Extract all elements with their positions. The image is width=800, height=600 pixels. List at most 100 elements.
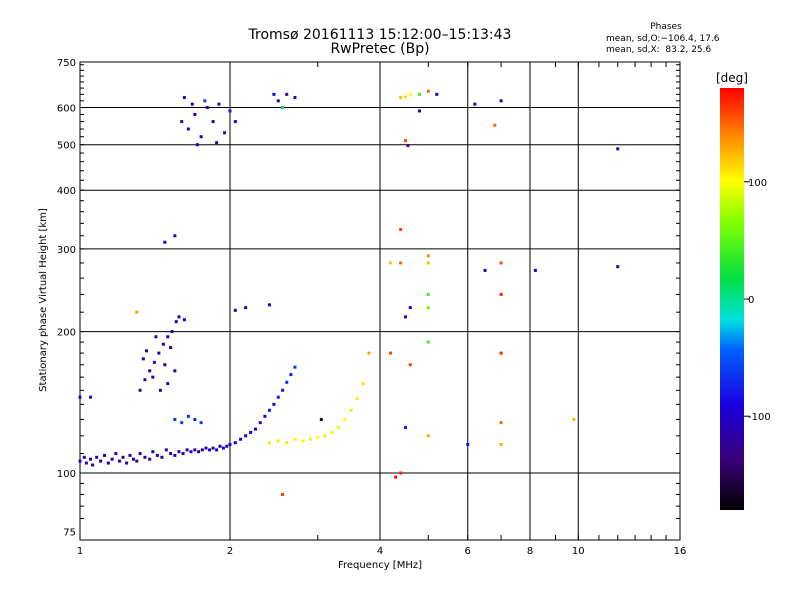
data-point xyxy=(217,102,221,106)
data-point xyxy=(272,92,276,96)
data-point xyxy=(408,306,412,310)
data-point xyxy=(406,144,410,148)
data-point xyxy=(316,436,320,440)
data-point xyxy=(281,492,285,496)
data-point xyxy=(394,475,398,479)
data-point xyxy=(173,234,177,238)
data-point xyxy=(205,106,209,110)
y-tick-label: 300 xyxy=(57,245,76,256)
x-tick-label: 4 xyxy=(377,546,383,557)
data-point xyxy=(78,459,82,463)
data-point xyxy=(180,421,184,425)
data-point xyxy=(106,461,110,465)
data-point xyxy=(336,425,340,429)
data-point xyxy=(285,92,289,96)
data-point xyxy=(110,457,114,461)
data-point xyxy=(408,363,412,367)
data-point xyxy=(169,452,173,456)
data-point xyxy=(289,373,293,377)
colorbar-label: [deg] xyxy=(716,71,748,85)
data-point xyxy=(403,95,407,99)
data-point xyxy=(143,378,147,382)
data-point xyxy=(244,306,248,310)
data-point xyxy=(103,453,107,457)
data-point xyxy=(166,382,170,386)
data-point xyxy=(211,120,215,124)
data-point xyxy=(285,441,289,445)
data-point xyxy=(169,346,173,350)
data-point xyxy=(435,92,439,96)
colorbar-tick-label: 0 xyxy=(748,295,754,306)
x-tick-label: 6 xyxy=(465,546,471,557)
data-point xyxy=(89,395,93,399)
data-point xyxy=(215,448,219,452)
data-point xyxy=(186,127,190,131)
data-point xyxy=(249,430,253,434)
x-axis-label: Frequency [MHz] xyxy=(338,560,422,571)
data-point xyxy=(193,112,197,116)
data-point xyxy=(135,459,139,463)
data-point xyxy=(389,261,393,265)
data-point xyxy=(399,471,403,475)
y-tick-label: 750 xyxy=(57,58,76,69)
data-point xyxy=(426,254,430,258)
data-point xyxy=(138,452,142,456)
y-tick-label: 100 xyxy=(57,469,76,480)
data-point xyxy=(281,106,285,110)
data-point xyxy=(466,442,470,446)
x-tick-label: 8 xyxy=(527,546,533,557)
chart-title-line1: Tromsø 20161113 15:12:00–15:13:43 xyxy=(248,27,512,43)
data-point xyxy=(276,439,280,443)
data-point xyxy=(186,414,190,418)
data-point xyxy=(185,448,189,452)
data-point xyxy=(308,437,312,441)
data-point xyxy=(197,450,201,454)
data-point xyxy=(276,99,280,103)
data-point xyxy=(499,421,503,425)
data-point xyxy=(244,434,248,438)
data-point xyxy=(91,463,95,467)
data-point xyxy=(483,268,487,272)
data-point xyxy=(499,99,503,103)
data-point xyxy=(128,453,132,457)
data-point xyxy=(499,292,503,296)
data-point xyxy=(228,442,232,446)
data-point xyxy=(330,430,334,434)
data-point xyxy=(211,446,215,450)
colorbar-tick-label: -100 xyxy=(748,412,771,423)
data-point xyxy=(117,459,121,463)
x-tick-label: 16 xyxy=(674,546,687,557)
data-point xyxy=(408,92,412,96)
data-point xyxy=(293,365,297,369)
data-point xyxy=(78,395,82,399)
y-tick-label: 600 xyxy=(57,104,76,115)
data-point xyxy=(367,351,371,355)
data-point xyxy=(233,120,237,124)
data-point xyxy=(426,261,430,265)
data-point xyxy=(177,315,181,319)
data-point xyxy=(125,461,129,465)
data-point xyxy=(403,315,407,319)
data-point xyxy=(389,351,393,355)
data-point xyxy=(533,268,537,272)
data-point xyxy=(343,417,347,421)
data-point xyxy=(267,303,271,307)
data-point xyxy=(193,417,197,421)
data-point xyxy=(263,414,267,418)
data-point xyxy=(189,450,193,454)
data-point xyxy=(193,448,197,452)
x-tick-label: 10 xyxy=(572,546,585,557)
data-point xyxy=(223,131,227,135)
data-point xyxy=(215,141,219,145)
data-point xyxy=(143,455,147,459)
data-point xyxy=(114,452,118,456)
data-point xyxy=(84,461,88,465)
data-point xyxy=(293,96,297,100)
data-point xyxy=(151,450,155,454)
data-point xyxy=(203,99,207,103)
data-point xyxy=(399,227,403,231)
data-point xyxy=(174,320,178,324)
data-point xyxy=(403,425,407,429)
colorbar-tick-label: 100 xyxy=(748,178,767,189)
data-point xyxy=(473,102,477,106)
